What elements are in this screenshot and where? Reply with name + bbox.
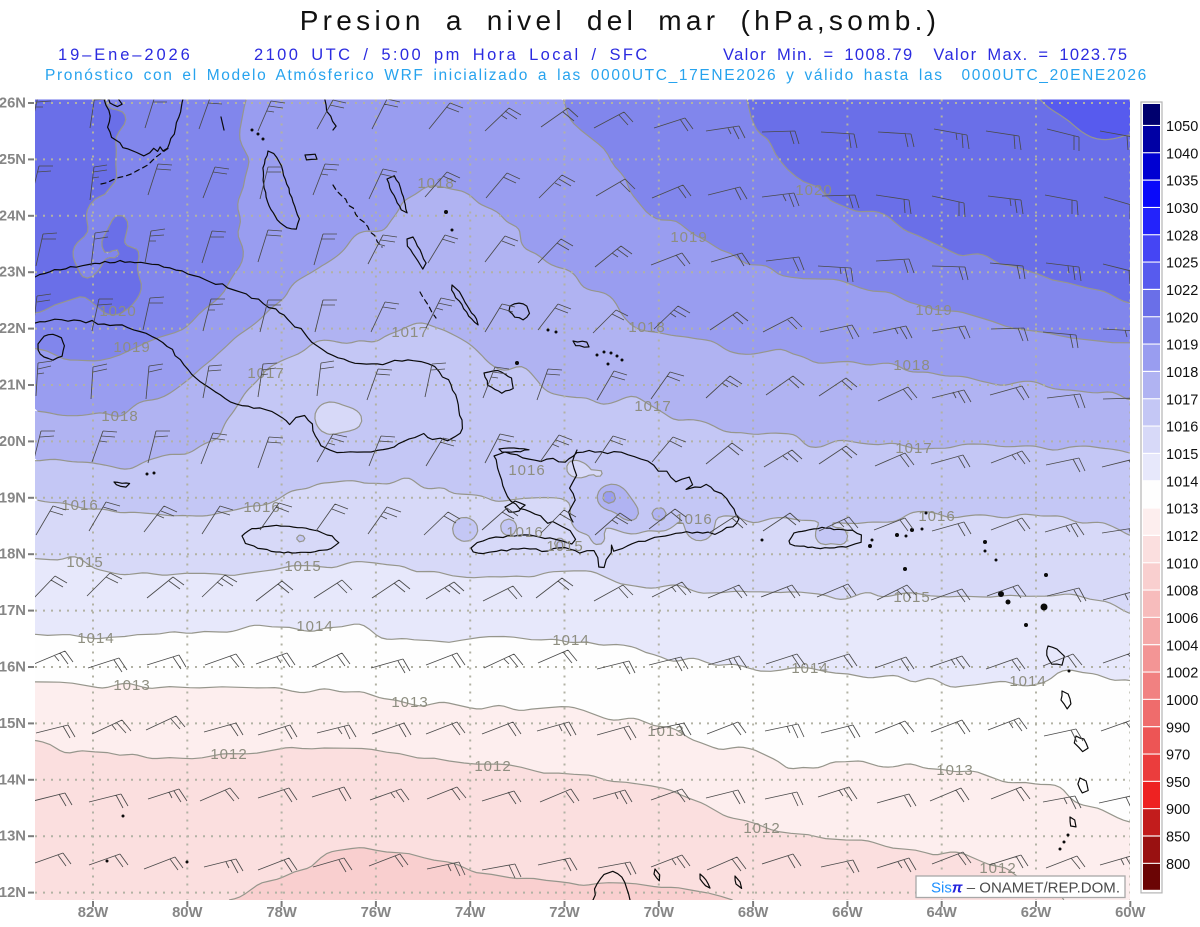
svg-text:1015: 1015 bbox=[546, 538, 583, 555]
svg-text:25N: 25N bbox=[0, 152, 26, 168]
svg-text:1019: 1019 bbox=[670, 229, 707, 246]
svg-text:1022: 1022 bbox=[1166, 283, 1198, 299]
svg-text:1015: 1015 bbox=[66, 554, 103, 571]
svg-text:1012: 1012 bbox=[743, 820, 780, 837]
svg-text:80W: 80W bbox=[172, 905, 202, 921]
svg-text:1018: 1018 bbox=[1166, 365, 1198, 381]
svg-text:1028: 1028 bbox=[1166, 228, 1198, 244]
svg-text:950: 950 bbox=[1166, 775, 1190, 791]
svg-text:18N: 18N bbox=[0, 547, 26, 563]
svg-text:1008: 1008 bbox=[1166, 584, 1198, 600]
svg-text:15N: 15N bbox=[0, 716, 26, 732]
svg-text:26N: 26N bbox=[0, 96, 26, 112]
svg-text:850: 850 bbox=[1166, 830, 1190, 846]
svg-text:990: 990 bbox=[1166, 720, 1190, 736]
svg-text:17N: 17N bbox=[0, 603, 26, 619]
svg-text:1019: 1019 bbox=[113, 339, 150, 356]
svg-text:1012: 1012 bbox=[210, 746, 247, 763]
svg-text:19N: 19N bbox=[0, 490, 26, 506]
svg-text:1014: 1014 bbox=[77, 630, 114, 647]
svg-text:22N: 22N bbox=[0, 321, 26, 337]
svg-text:1017: 1017 bbox=[895, 440, 932, 457]
svg-text:1004: 1004 bbox=[1166, 638, 1198, 654]
svg-text:1013: 1013 bbox=[391, 694, 428, 711]
svg-text:1013: 1013 bbox=[1166, 502, 1198, 518]
svg-text:78W: 78W bbox=[266, 905, 296, 921]
svg-text:20N: 20N bbox=[0, 434, 26, 450]
svg-text:82W: 82W bbox=[78, 905, 108, 921]
svg-text:1017: 1017 bbox=[634, 398, 671, 415]
svg-text:1014: 1014 bbox=[1009, 673, 1046, 690]
svg-text:1013: 1013 bbox=[647, 723, 684, 740]
svg-text:900: 900 bbox=[1166, 802, 1190, 818]
svg-text:1019: 1019 bbox=[1166, 338, 1198, 354]
svg-text:1018: 1018 bbox=[628, 319, 665, 336]
svg-text:74W: 74W bbox=[455, 905, 485, 921]
svg-text:1014: 1014 bbox=[1166, 474, 1198, 490]
svg-text:1016: 1016 bbox=[508, 462, 545, 479]
svg-text:1017: 1017 bbox=[391, 324, 428, 341]
svg-text:72W: 72W bbox=[549, 905, 579, 921]
svg-text:1000: 1000 bbox=[1166, 693, 1198, 709]
svg-text:1016: 1016 bbox=[243, 499, 280, 516]
svg-text:76W: 76W bbox=[361, 905, 391, 921]
svg-text:14N: 14N bbox=[0, 772, 26, 788]
svg-text:64W: 64W bbox=[926, 905, 956, 921]
svg-text:1016: 1016 bbox=[1166, 420, 1198, 436]
svg-text:1030: 1030 bbox=[1166, 201, 1198, 217]
svg-text:1002: 1002 bbox=[1166, 666, 1198, 682]
svg-text:800: 800 bbox=[1166, 857, 1190, 873]
svg-text:1016: 1016 bbox=[675, 511, 712, 528]
svg-text:1016: 1016 bbox=[918, 508, 955, 525]
svg-text:1018: 1018 bbox=[893, 357, 930, 374]
svg-text:16N: 16N bbox=[0, 660, 26, 676]
svg-text:21N: 21N bbox=[0, 378, 26, 394]
svg-text:1013: 1013 bbox=[936, 762, 973, 779]
svg-text:60W: 60W bbox=[1115, 905, 1145, 921]
svg-text:1017: 1017 bbox=[247, 365, 284, 382]
svg-text:1018: 1018 bbox=[417, 175, 454, 192]
svg-text:1013: 1013 bbox=[113, 677, 150, 694]
svg-text:24N: 24N bbox=[0, 208, 26, 224]
svg-text:1006: 1006 bbox=[1166, 611, 1198, 627]
svg-text:Sisπ – ONAMET/REP.DOM.: Sisπ – ONAMET/REP.DOM. bbox=[931, 881, 1120, 897]
svg-text:1014: 1014 bbox=[296, 618, 333, 635]
svg-text:1014: 1014 bbox=[552, 632, 589, 649]
svg-text:1016: 1016 bbox=[61, 497, 98, 514]
svg-text:1050: 1050 bbox=[1166, 119, 1198, 135]
svg-text:1017: 1017 bbox=[1166, 392, 1198, 408]
svg-text:13N: 13N bbox=[0, 829, 26, 845]
svg-text:70W: 70W bbox=[644, 905, 674, 921]
svg-text:1040: 1040 bbox=[1166, 146, 1198, 162]
svg-text:1025: 1025 bbox=[1166, 256, 1198, 272]
svg-text:1035: 1035 bbox=[1166, 174, 1198, 190]
svg-text:66W: 66W bbox=[832, 905, 862, 921]
svg-text:1015: 1015 bbox=[1166, 447, 1198, 463]
svg-text:1020: 1020 bbox=[795, 182, 832, 199]
svg-text:1012: 1012 bbox=[1166, 529, 1198, 545]
svg-text:1012: 1012 bbox=[979, 860, 1016, 877]
svg-text:970: 970 bbox=[1166, 748, 1190, 764]
svg-text:1015: 1015 bbox=[893, 589, 930, 606]
svg-text:1019: 1019 bbox=[915, 302, 952, 319]
svg-text:23N: 23N bbox=[0, 265, 26, 281]
svg-text:1018: 1018 bbox=[101, 408, 138, 425]
svg-text:1012: 1012 bbox=[474, 758, 511, 775]
svg-text:1010: 1010 bbox=[1166, 556, 1198, 572]
svg-text:12N: 12N bbox=[0, 885, 26, 901]
svg-text:62W: 62W bbox=[1021, 905, 1051, 921]
svg-text:1015: 1015 bbox=[284, 558, 321, 575]
svg-text:1020: 1020 bbox=[99, 303, 136, 320]
svg-text:68W: 68W bbox=[738, 905, 768, 921]
svg-text:1016: 1016 bbox=[506, 524, 543, 541]
svg-text:1020: 1020 bbox=[1166, 310, 1198, 326]
